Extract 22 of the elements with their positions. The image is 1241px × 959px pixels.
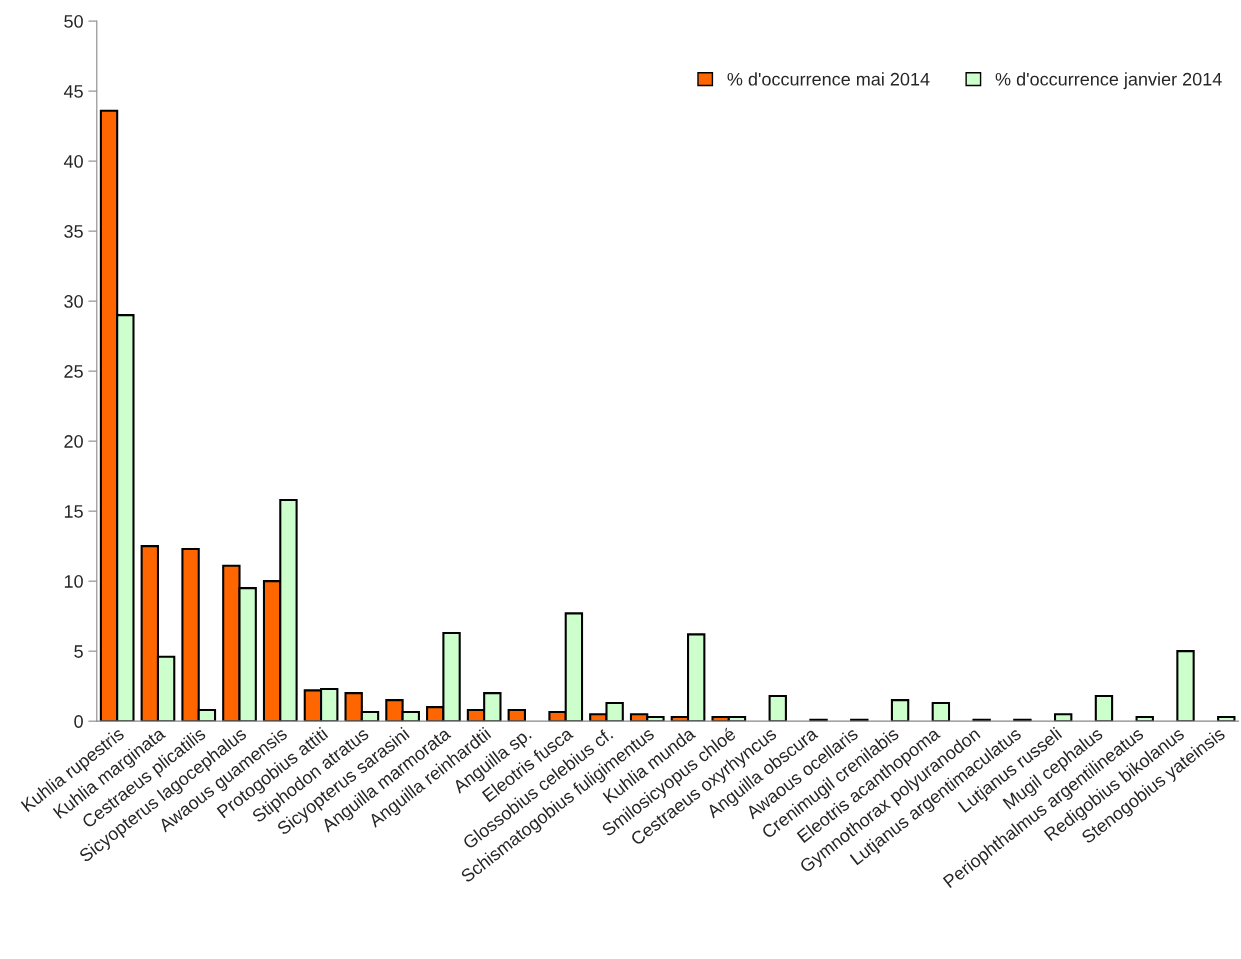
- y-tick-label: 5: [74, 645, 83, 658]
- bar: [931, 701, 951, 722]
- y-tick-label: 25: [64, 365, 83, 378]
- bar: [1135, 715, 1154, 722]
- y-tick-label: 35: [64, 225, 83, 238]
- bar: [1217, 715, 1236, 722]
- y-tick-label: 30: [64, 295, 83, 308]
- bar: [507, 708, 526, 722]
- bar: [890, 699, 910, 722]
- bar: [1094, 694, 1114, 722]
- bar: [1176, 650, 1195, 722]
- bar: [768, 694, 787, 722]
- y-tick-label: 45: [63, 85, 83, 98]
- y-tick-label: 10: [64, 575, 83, 588]
- y-tick-label: 50: [64, 15, 83, 28]
- y-tick-label: 15: [64, 505, 83, 518]
- bar: [1053, 713, 1073, 722]
- legend-label: % d'occurrence janvier 2014: [995, 72, 1222, 90]
- y-tick-label: 0: [74, 715, 83, 728]
- y-tick-label: 40: [63, 155, 83, 168]
- y-tick-label: 20: [64, 435, 83, 448]
- legend-label: % d'occurrence mai 2014: [727, 72, 930, 86]
